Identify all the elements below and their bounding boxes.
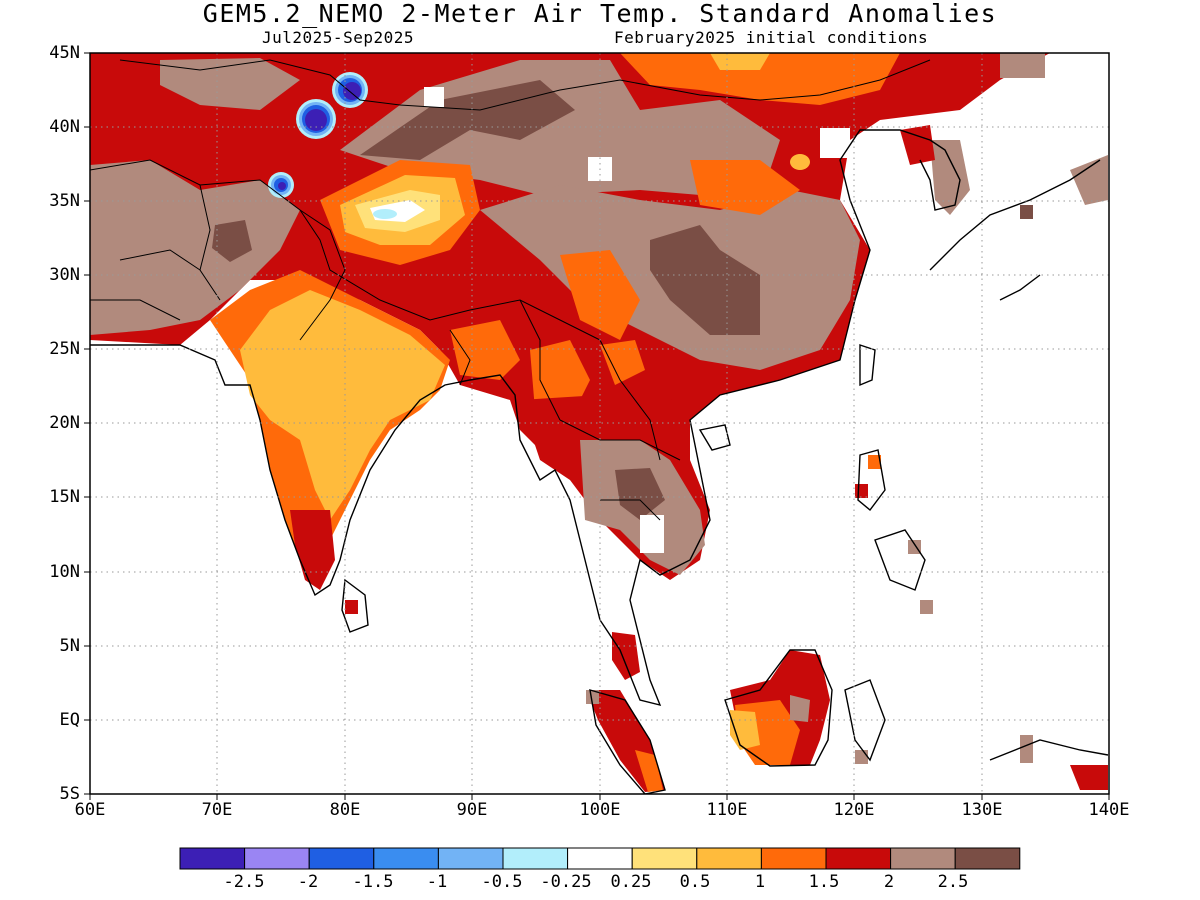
region-tibet-cyan xyxy=(373,209,397,219)
region-korea-red xyxy=(900,125,935,165)
colorbar-swatch xyxy=(631,847,698,870)
region-north-base xyxy=(90,53,1050,560)
initial-conditions: February2025 initial conditions xyxy=(614,28,929,47)
colorbar-label: 0.5 xyxy=(679,872,711,892)
region-kamchatka-brown xyxy=(1000,53,1045,78)
lon-label: 60E xyxy=(74,800,106,820)
nodata-cell xyxy=(424,87,444,107)
region-korea-brown xyxy=(930,140,970,215)
colorbar-swatch xyxy=(308,847,375,870)
map-title: GEM5.2_NEMO 2-Meter Air Temp. Standard A… xyxy=(202,0,998,28)
colorbar-swatch xyxy=(244,847,310,870)
region-ng-brown xyxy=(1020,735,1033,763)
colorbar-swatch xyxy=(760,847,827,870)
lon-label: 80E xyxy=(329,800,361,820)
lat-label: 40N xyxy=(49,117,80,137)
lon-label: 90E xyxy=(456,800,488,820)
region-borneo-yellow xyxy=(730,710,760,750)
region-china-yellow xyxy=(790,154,810,170)
lon-label: 70E xyxy=(201,800,233,820)
axis-ticks xyxy=(84,52,1110,800)
colorbar-label: 0.25 xyxy=(610,872,652,892)
colorbar-swatch xyxy=(502,847,569,870)
region-ng-red xyxy=(1070,765,1108,790)
lat-label: 45N xyxy=(49,43,80,63)
region-india-south-red xyxy=(290,510,335,590)
region-india-yellow xyxy=(240,290,445,520)
lat-label: EQ xyxy=(59,710,80,730)
region-mindanao-brown xyxy=(908,540,921,554)
colorbar-label: -1 xyxy=(426,872,448,892)
colorbar-label: 2 xyxy=(883,872,895,892)
colorbar-swatch xyxy=(437,847,504,870)
region-central-asia-brown xyxy=(90,160,300,335)
region-japan-brown xyxy=(1070,155,1108,205)
colorbar-swatch xyxy=(179,847,246,870)
region-mongolia-yellow xyxy=(710,53,770,70)
region-luzon-red xyxy=(855,484,868,498)
region-laos-orange xyxy=(600,340,645,385)
lon-label: 140E xyxy=(1088,800,1130,820)
colorbar-swatch xyxy=(890,847,956,870)
colorbar-swatch xyxy=(825,847,892,870)
colorbar-label: -0.5 xyxy=(481,872,523,892)
colorbar-swatch xyxy=(696,847,762,870)
region-sulawesi-brown xyxy=(855,750,868,764)
cold-spot-3 xyxy=(268,172,294,198)
colorbar-label: -1.5 xyxy=(352,872,394,892)
region-china-dark xyxy=(650,225,760,335)
lon-label: 120E xyxy=(833,800,875,820)
colorbar-swatch xyxy=(954,847,1021,870)
colorbar-label: 1 xyxy=(754,872,766,892)
lon-label: 130E xyxy=(961,800,1003,820)
colorbar-label: -2 xyxy=(297,872,319,892)
colorbar-label: 2.5 xyxy=(937,872,969,892)
nodata-cell xyxy=(820,128,850,158)
region-srilanka-red xyxy=(345,600,358,614)
lat-label: 35N xyxy=(49,191,80,211)
colorbar-label: 1.5 xyxy=(808,872,840,892)
region-luzon-orange xyxy=(868,455,881,469)
lat-label: 20N xyxy=(49,413,80,433)
colorbar-label: -2.5 xyxy=(223,872,265,892)
region-malay-red xyxy=(612,632,640,680)
coastlines xyxy=(90,129,1109,794)
forecast-period: Jul2025-Sep2025 xyxy=(262,28,414,47)
colorbar-label: -0.25 xyxy=(540,872,592,892)
lat-label: 25N xyxy=(49,339,80,359)
lat-label: 5N xyxy=(59,636,80,656)
region-afghanistan-dark xyxy=(212,220,252,262)
region-japan-dark xyxy=(1020,205,1033,219)
anomaly-field xyxy=(90,53,1109,794)
lon-label: 100E xyxy=(579,800,621,820)
lat-label: 30N xyxy=(49,265,80,285)
region-cambodia-dark xyxy=(615,468,665,520)
nodata-cell xyxy=(640,515,664,553)
lat-label: 15N xyxy=(49,487,80,507)
lat-label: 5S xyxy=(59,784,80,804)
region-sumatra-brown xyxy=(586,690,599,704)
region-kazakh-brown xyxy=(160,58,300,110)
region-mindanao-brown-2 xyxy=(920,600,933,614)
colorbar xyxy=(179,847,1021,870)
lat-label: 10N xyxy=(49,562,80,582)
colorbar-swatch xyxy=(567,847,633,870)
country-borders xyxy=(90,59,931,521)
colorbar-swatch xyxy=(373,847,439,870)
region-borneo-brown xyxy=(790,695,810,722)
cold-spot-2 xyxy=(296,99,336,139)
lon-label: 110E xyxy=(706,800,748,820)
cold-spot-1 xyxy=(332,72,368,108)
